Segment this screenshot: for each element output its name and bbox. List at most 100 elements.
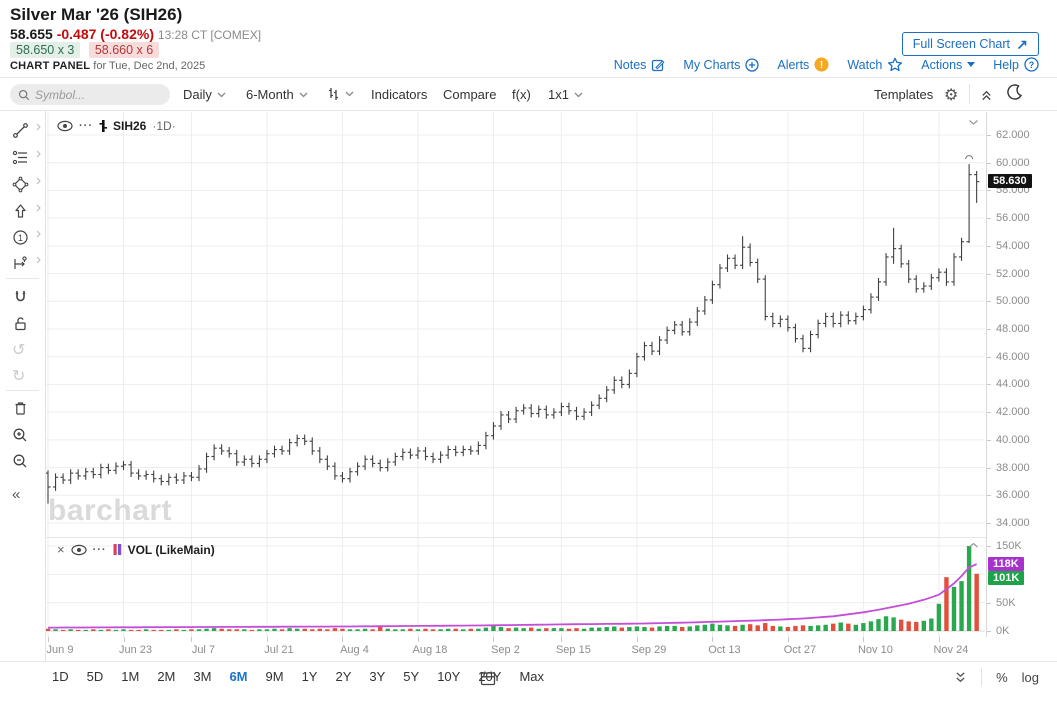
price-tick-label: 48.000 (996, 323, 1030, 335)
time-tick-label: Jul 21 (264, 644, 294, 656)
series-menu-dots[interactable]: ··· (79, 120, 93, 132)
collapse-rail-button[interactable]: « (12, 485, 21, 503)
price-tick-label: 36.000 (996, 489, 1030, 502)
my-charts-link[interactable]: My Charts (683, 57, 760, 72)
volume-close-icon[interactable]: × (57, 542, 65, 557)
range-dropdown[interactable]: 6-Month (246, 87, 308, 102)
range-button-5d[interactable]: 5D (86, 669, 104, 684)
help-link[interactable]: Help ? (993, 57, 1039, 72)
caret-down-icon (967, 62, 976, 67)
measure-tool[interactable] (12, 253, 34, 273)
notes-icon (652, 59, 665, 71)
ask-badge: 58.660 x 6 (88, 42, 160, 58)
indicators-button[interactable]: Indicators (371, 87, 428, 102)
range-button-max[interactable]: Max (519, 669, 545, 684)
range-button-5y[interactable]: 5Y (403, 669, 420, 684)
fx-button[interactable]: f(x) (512, 87, 531, 102)
full-screen-chart-label: Full Screen Chart (912, 37, 1010, 51)
trend-line-tool[interactable] (12, 120, 34, 140)
range-button-10y[interactable]: 10Y (437, 669, 461, 684)
settings-gear-icon[interactable]: ⚙ (944, 87, 959, 104)
period-dropdown[interactable]: Daily (183, 87, 226, 102)
alerts-link[interactable]: Alerts ! (777, 57, 829, 72)
range-button-3y[interactable]: 3Y (369, 669, 386, 684)
log-scale-button[interactable]: log (1021, 669, 1039, 685)
volume-last-chip: 101K (988, 571, 1025, 585)
price-tick-label: 56.000 (996, 212, 1030, 225)
visibility-eye-icon[interactable] (57, 120, 73, 132)
volume-menu-dots[interactable]: ··· (92, 543, 107, 556)
visibility-eye-icon[interactable] (70, 544, 87, 556)
price-tick-label: 46.000 (996, 350, 1030, 363)
main-pane-collapse-icon[interactable] (968, 119, 979, 126)
range-button-9m[interactable]: 9M (265, 669, 284, 684)
chevron-down-icon (345, 91, 354, 97)
range-button-1y[interactable]: 1Y (301, 669, 318, 684)
delete-drawings-button[interactable] (12, 398, 34, 418)
range-button-6m[interactable]: 6M (229, 669, 248, 684)
volume-chart-canvas[interactable] (46, 537, 985, 637)
symbol-search-input[interactable] (35, 87, 155, 102)
redo-button[interactable]: ↻ (12, 368, 26, 385)
volume-indicator-icon (113, 544, 121, 555)
arrow-annotation-tool[interactable] (12, 201, 34, 221)
dark-mode-icon[interactable] (1006, 84, 1023, 101)
zoom-out-button[interactable] (12, 451, 34, 471)
time-tick-label: Aug 4 (340, 644, 369, 656)
time-tick-label: Jun 9 (46, 644, 74, 656)
chevron-down-icon (217, 92, 226, 97)
price-tick-label: 60.000 (996, 156, 1030, 169)
range-button-1d[interactable]: 1D (52, 669, 69, 684)
undo-button[interactable]: ↺ (12, 342, 26, 359)
panel-date: for Tue, Dec 2nd, 2025 (93, 60, 206, 72)
tool-expand-chevron[interactable] (36, 230, 41, 238)
zoom-in-button[interactable] (12, 425, 34, 445)
expand-panes-icon[interactable] (954, 671, 967, 684)
price-tick-label: 40.000 (996, 433, 1030, 446)
watch-link[interactable]: Watch (847, 57, 903, 72)
tool-expand-chevron[interactable] (36, 177, 41, 185)
range-button-3m[interactable]: 3M (193, 669, 212, 684)
price-chart-canvas[interactable]: barchart (46, 112, 985, 537)
scale-controls: % log (954, 668, 1039, 686)
page-title: Silver Mar '26 (SIH26) (10, 5, 183, 24)
compare-button[interactable]: Compare (443, 87, 497, 102)
price-tick-label: 44.000 (996, 378, 1030, 391)
fibonacci-tool[interactable] (12, 147, 34, 167)
full-screen-chart-button[interactable]: Full Screen Chart (901, 32, 1039, 56)
actions-menu[interactable]: Actions (921, 58, 976, 72)
unlock-tool[interactable] (12, 313, 34, 333)
magnet-tool[interactable] (12, 286, 34, 306)
last-price-chip: 58.630 (988, 173, 1032, 188)
panel-date-line: CHART PANEL for Tue, Dec 2nd, 2025 (10, 60, 205, 72)
shapes-tool[interactable] (12, 174, 34, 194)
range-button-2m[interactable]: 2M (157, 669, 176, 684)
svg-text:?: ? (1029, 60, 1035, 70)
volume-pane-collapse-icon[interactable] (968, 542, 979, 549)
time-tick-label: Jun 23 (118, 644, 153, 656)
price-tick-label: 38.000 (996, 461, 1030, 474)
range-button-2y[interactable]: 2Y (335, 669, 352, 684)
notes-link[interactable]: Notes (614, 58, 666, 72)
number-annotation-tool[interactable]: 1 (12, 227, 34, 247)
templates-button[interactable]: Templates (874, 87, 934, 102)
percent-scale-button[interactable]: % (996, 669, 1008, 685)
tool-expand-chevron[interactable] (36, 204, 41, 212)
symbol-search[interactable] (10, 84, 170, 105)
plus-circle-icon (745, 57, 760, 72)
chevron-down-icon (299, 92, 308, 97)
volume-tick-label: 50K (996, 596, 1016, 609)
range-button-1m[interactable]: 1M (121, 669, 140, 684)
tool-expand-chevron[interactable] (36, 256, 41, 264)
tool-expand-chevron[interactable] (36, 123, 41, 131)
star-icon (888, 57, 903, 72)
chart-type-dropdown[interactable] (327, 87, 354, 101)
custom-date-button[interactable] (480, 670, 496, 686)
help-icon: ? (1024, 57, 1039, 72)
collapse-toolbar-icon[interactable] (980, 88, 993, 101)
volume-tick-label: 150K (996, 540, 1022, 552)
volume-label: VOL (LikeMain) (127, 542, 215, 557)
svg-text:1: 1 (18, 233, 23, 243)
grid-layout-dropdown[interactable]: 1x1 (548, 87, 583, 102)
tool-expand-chevron[interactable] (36, 150, 41, 158)
